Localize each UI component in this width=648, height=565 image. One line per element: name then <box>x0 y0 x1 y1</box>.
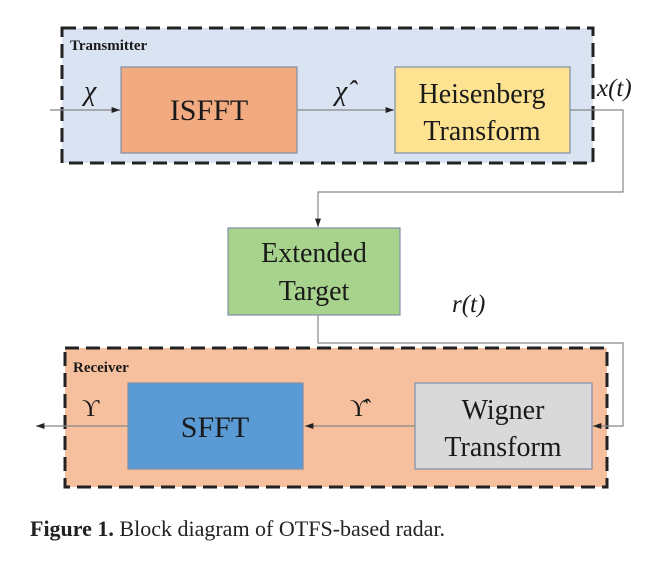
sfft-label: SFFT <box>181 411 249 444</box>
wigner-label-line2: Transform <box>444 432 561 463</box>
wigner-label-line1: Wigner <box>462 395 546 426</box>
receiver-label: Receiver <box>73 360 129 376</box>
wigner-block <box>414 382 593 470</box>
isfft-block <box>120 66 298 154</box>
input-signal-label: χ <box>81 76 97 107</box>
tx-out-signal-label: x(t) <box>596 75 632 102</box>
sfft-block <box>127 382 304 470</box>
caption-prefix: Figure 1. <box>30 516 114 541</box>
target-label-line1: Extended <box>261 238 367 269</box>
isfft-label: ISFFT <box>170 94 248 127</box>
heisenberg-block <box>394 66 571 154</box>
target-to-rx-path <box>317 315 624 429</box>
heisenberg-label-line2: Transform <box>423 116 540 147</box>
tx-to-target-path <box>315 109 624 227</box>
transmitter-label: Transmitter <box>70 38 148 54</box>
rx-mid-signal-label: ϒ̂ <box>350 396 371 422</box>
extended-target-block <box>227 227 401 316</box>
heisenberg-label-line1: Heisenberg <box>419 79 546 110</box>
target-label-line2: Target <box>279 276 350 307</box>
figure-caption: Figure 1. Block diagram of OTFS-based ra… <box>30 516 445 542</box>
rx-in-signal-label: r(t) <box>452 291 485 318</box>
caption-text: Block diagram of OTFS-based radar. <box>113 516 446 541</box>
output-signal-label: ϒ <box>82 396 100 422</box>
